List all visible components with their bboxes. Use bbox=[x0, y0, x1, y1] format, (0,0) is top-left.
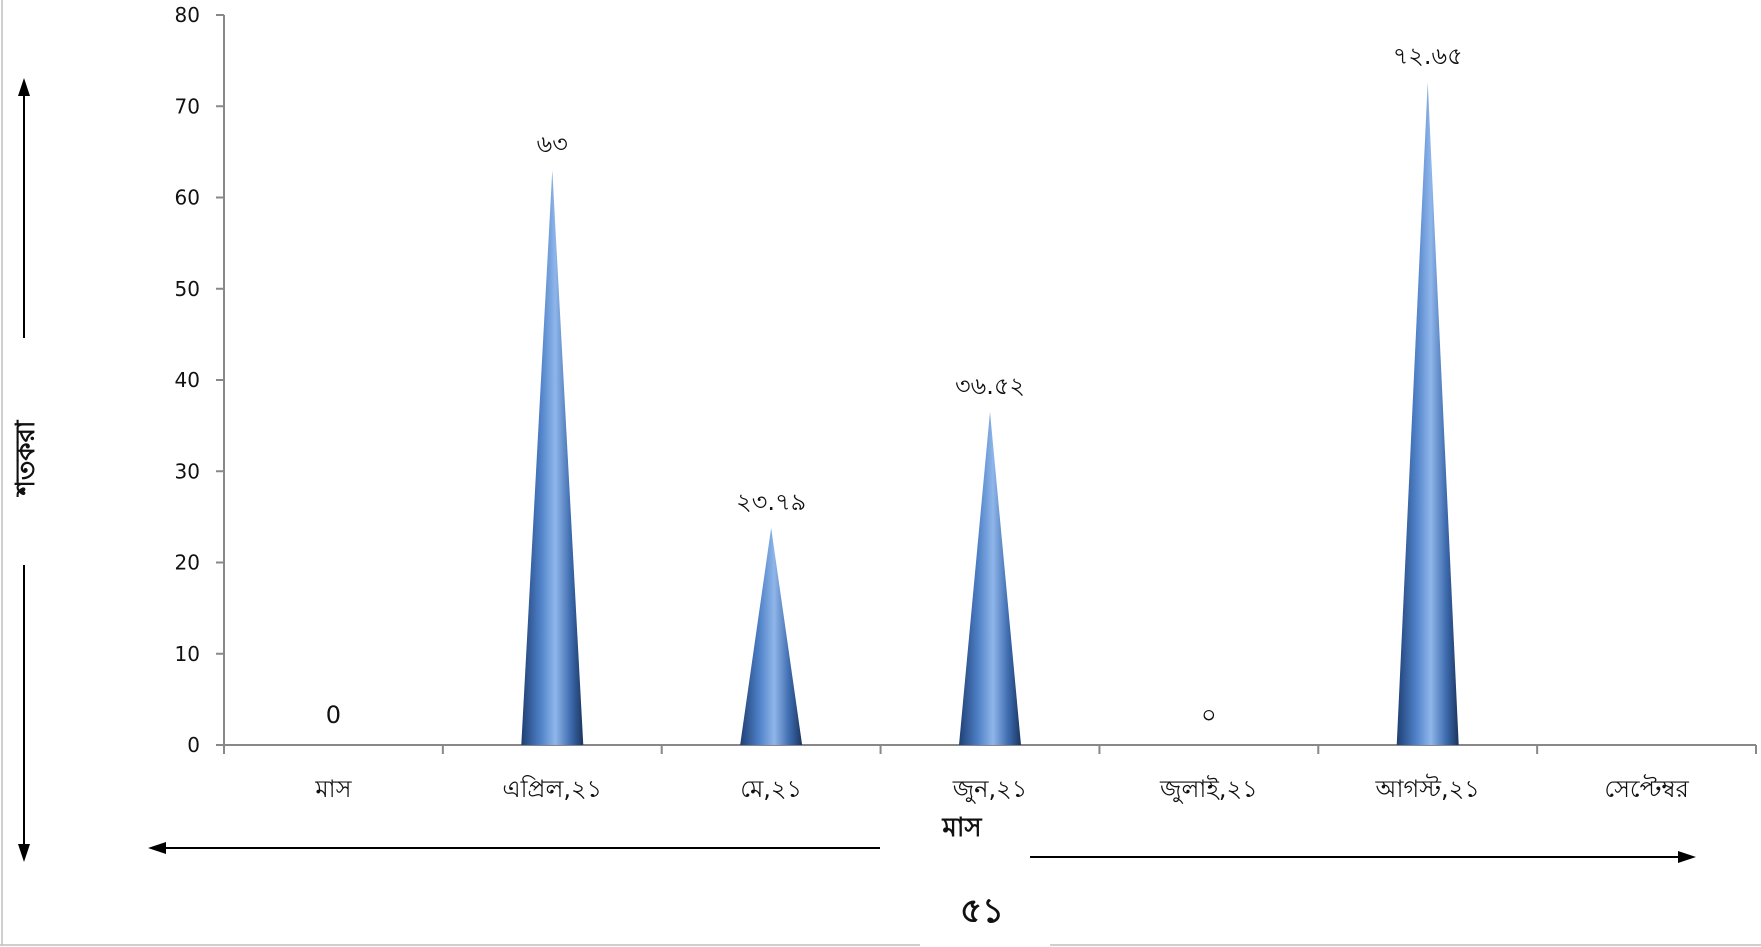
bar bbox=[1396, 82, 1459, 746]
data-label: ২৩.৭৯ bbox=[736, 488, 806, 516]
data-label: ৬৩ bbox=[537, 130, 568, 158]
y-tick-label: 40 bbox=[175, 368, 200, 392]
y-ticks: 0 10 20 30 40 50 60 70 80 bbox=[175, 3, 224, 757]
category-label: আগস্ট,২১ bbox=[1375, 774, 1480, 803]
y-tick-label: 50 bbox=[175, 277, 200, 301]
y-arrow-down-head bbox=[18, 844, 30, 862]
category-label: এপ্রিল,২১ bbox=[502, 775, 602, 803]
x-arrow-left-head bbox=[148, 842, 166, 854]
data-label: ৩৬.৫২ bbox=[955, 372, 1025, 400]
x-axis-title-group: মাস bbox=[148, 813, 1696, 863]
data-labels: 0 ৬৩ ২৩.৭৯ ৩৬.৫২ ০ ৭২.৬৫ bbox=[326, 42, 1463, 729]
data-label: 0 bbox=[326, 701, 341, 729]
bar bbox=[521, 170, 584, 745]
bar bbox=[959, 411, 1021, 745]
bar bbox=[740, 527, 803, 745]
y-tick-label: 70 bbox=[175, 94, 200, 118]
y-tick-label: 10 bbox=[175, 642, 200, 666]
category-label: মাস bbox=[314, 775, 352, 803]
category-labels: মাস এপ্রিল,২১ মে,২১ জুন,২১ জুলাই,২১ আগস্ট,২১ স… bbox=[314, 774, 1689, 804]
category-label: মে,২১ bbox=[740, 775, 802, 803]
y-tick-label: 0 bbox=[187, 733, 200, 757]
x-axis-title: মাস bbox=[941, 813, 982, 843]
category-label: জুন,২১ bbox=[952, 775, 1028, 804]
y-arrow-up-head bbox=[18, 78, 30, 96]
y-tick-label: 80 bbox=[175, 3, 200, 27]
y-axis-title-group: শতকরা bbox=[11, 78, 41, 862]
y-tick-label: 20 bbox=[175, 551, 200, 575]
page-number: ৫১ bbox=[960, 891, 1004, 931]
x-ticks bbox=[223, 745, 1757, 754]
category-label: জুলাই,২১ bbox=[1159, 775, 1258, 804]
y-tick-label: 30 bbox=[175, 459, 200, 483]
x-arrow-right-head bbox=[1678, 851, 1696, 863]
data-label: ০ bbox=[1201, 701, 1217, 729]
y-axis-title: শতকরা bbox=[11, 419, 41, 497]
bars bbox=[521, 82, 1459, 746]
y-tick-label: 60 bbox=[175, 186, 200, 210]
category-label: সেপ্টেম্বর bbox=[1604, 774, 1689, 803]
data-label: ৭২.৬৫ bbox=[1393, 42, 1463, 70]
